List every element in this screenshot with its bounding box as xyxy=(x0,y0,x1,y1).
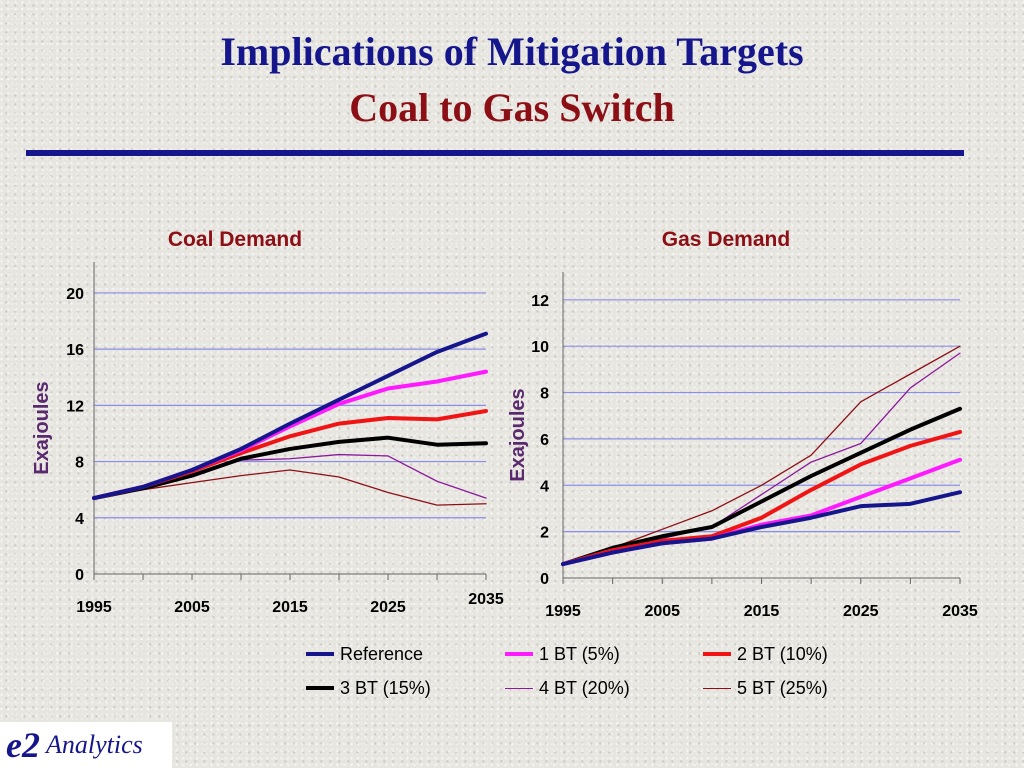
x-tick-label: 1995 xyxy=(76,599,112,616)
series-line-5 xyxy=(93,469,487,506)
legend-item-1bt: 1 BT (5%) xyxy=(505,642,620,666)
y-tick-label: 10 xyxy=(531,339,549,356)
y-tick-label: 8 xyxy=(75,455,84,472)
logo-mark: e2 xyxy=(6,725,40,765)
logo-text: Analytics xyxy=(45,730,143,759)
legend-label: 2 BT (10%) xyxy=(737,643,828,664)
legend-swatch xyxy=(505,652,533,656)
legend-item-5bt: 5 BT (25%) xyxy=(703,676,828,700)
y-tick-label: 0 xyxy=(75,567,84,584)
y-tick-label: 12 xyxy=(531,293,549,310)
title-divider xyxy=(26,150,964,156)
series-line-5 xyxy=(562,345,961,565)
page-subtitle: Coal to Gas Switch xyxy=(349,85,675,130)
x-tick-label: 2035 xyxy=(468,591,504,608)
x-tick-label: 2035 xyxy=(942,603,978,620)
page-title: Implications of Mitigation Targets xyxy=(220,29,804,74)
legend-label: 1 BT (5%) xyxy=(539,643,620,664)
chart-title: Coal Demand xyxy=(168,228,302,251)
x-tick-label: 2005 xyxy=(174,599,210,616)
e2-analytics-logo: e2 Analytics xyxy=(0,722,172,768)
legend-swatch xyxy=(505,687,533,689)
legend-swatch xyxy=(306,652,334,656)
x-tick-label: 2025 xyxy=(370,599,406,616)
series-line-4 xyxy=(562,352,961,565)
x-tick-label: 2015 xyxy=(272,599,308,616)
y-tick-label: 20 xyxy=(66,286,84,303)
y-tick-label: 8 xyxy=(540,386,549,403)
legend-item-reference: Reference xyxy=(306,642,423,666)
series-line-3 xyxy=(561,406,962,567)
x-tick-label: 2005 xyxy=(644,603,680,620)
legend-item-2bt: 2 BT (10%) xyxy=(703,642,828,666)
series-line-2 xyxy=(561,429,962,567)
y-tick-label: 4 xyxy=(540,478,549,495)
y-tick-label: 12 xyxy=(66,398,84,415)
series-line-0 xyxy=(561,490,962,567)
x-tick-label: 2025 xyxy=(843,603,879,620)
series-line-0 xyxy=(92,331,488,501)
legend-label: Reference xyxy=(340,643,424,664)
y-tick-label: 6 xyxy=(540,432,549,449)
x-tick-label: 1995 xyxy=(545,603,581,620)
y-tick-label: 0 xyxy=(540,571,549,588)
legend-label: 4 BT (20%) xyxy=(539,677,630,698)
legend-label: 3 BT (15%) xyxy=(340,677,431,698)
chart-title: Gas Demand xyxy=(662,228,790,251)
y-tick-label: 2 xyxy=(540,525,549,542)
legend-swatch xyxy=(703,687,731,689)
y-tick-label: 16 xyxy=(66,342,84,359)
x-tick-label: 2015 xyxy=(744,603,780,620)
legend-item-3bt: 3 BT (15%) xyxy=(306,676,431,700)
legend-item-4bt: 4 BT (20%) xyxy=(505,676,630,700)
legend-swatch xyxy=(306,686,334,690)
series-line-3 xyxy=(92,435,488,501)
y-axis-label: Exajoules xyxy=(31,381,53,474)
y-axis-label: Exajoules xyxy=(507,388,529,481)
y-tick-label: 4 xyxy=(75,511,84,528)
legend-label: 5 BT (25%) xyxy=(737,677,828,698)
legend-swatch xyxy=(703,652,731,656)
